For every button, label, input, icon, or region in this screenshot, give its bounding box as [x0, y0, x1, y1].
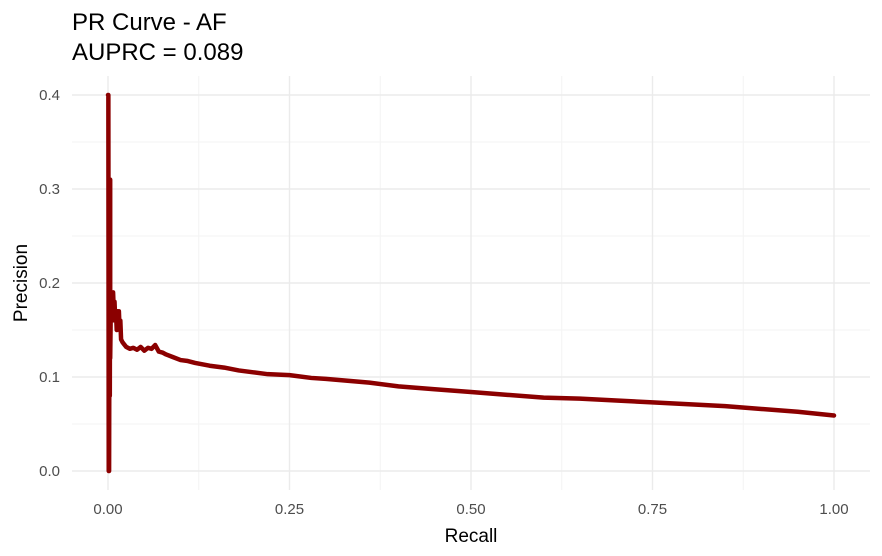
- chart-subtitle: AUPRC = 0.089: [72, 39, 243, 66]
- chart-title: PR Curve - AF: [72, 9, 227, 36]
- x-tick-label: 0.75: [638, 501, 667, 518]
- x-tick-label: 0.25: [275, 501, 304, 518]
- tick-labels: 0.00 0.25 0.50 0.75 1.00 0.0 0.1 0.2 0.3 0.4: [39, 87, 848, 518]
- pr-curve-line: [105, 92, 837, 474]
- x-tick-label: 0.50: [456, 501, 485, 518]
- y-tick-label: 0.2: [39, 275, 60, 292]
- x-tick-label: 0.00: [93, 501, 122, 518]
- y-tick-label: 0.3: [39, 181, 60, 198]
- series-layer: [105, 92, 837, 474]
- x-axis-title: Recall: [445, 526, 498, 547]
- y-axis-title: Precision: [11, 244, 32, 322]
- x-tick-label: 1.00: [819, 501, 848, 518]
- y-tick-label: 0.1: [39, 369, 60, 386]
- y-tick-label: 0.4: [39, 87, 60, 104]
- y-tick-label: 0.0: [39, 463, 60, 480]
- grid: [72, 76, 870, 490]
